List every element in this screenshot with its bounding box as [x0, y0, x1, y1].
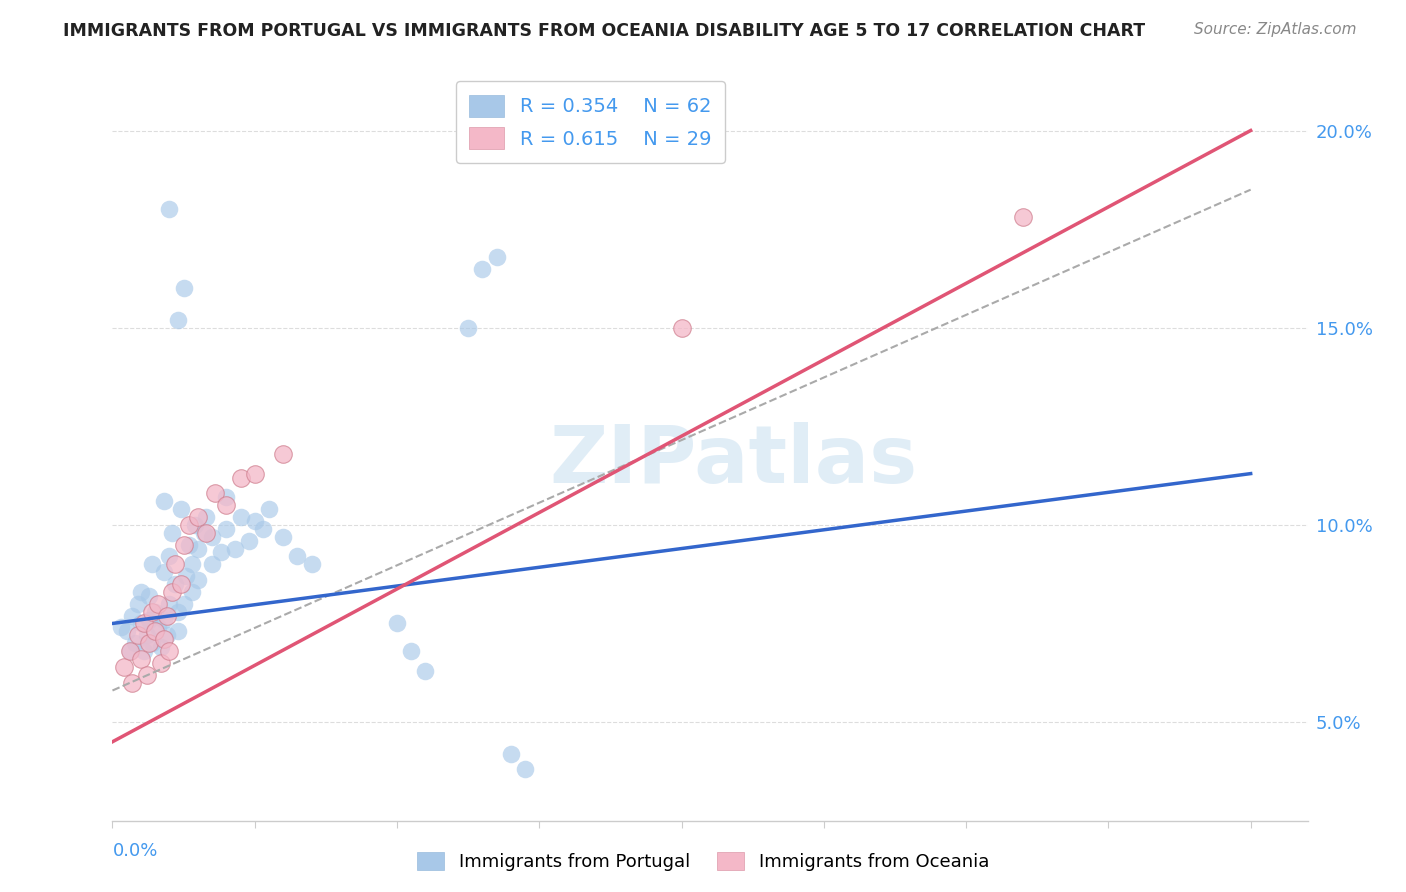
Point — [170, 577, 193, 591]
Point — [257, 502, 280, 516]
Point — [271, 447, 294, 461]
Point — [229, 510, 252, 524]
Point — [135, 667, 157, 681]
Point — [162, 585, 183, 599]
Point — [671, 320, 693, 334]
Point — [215, 490, 238, 504]
Legend: R = 0.354    N = 62, R = 0.615    N = 29: R = 0.354 N = 62, R = 0.615 N = 29 — [456, 81, 725, 163]
Point — [513, 763, 536, 777]
Point — [201, 558, 224, 572]
Point — [457, 320, 479, 334]
Point — [110, 620, 132, 634]
Point — [165, 558, 187, 572]
Point — [1012, 211, 1035, 225]
Point — [193, 525, 215, 540]
Point — [135, 628, 157, 642]
Point — [173, 281, 195, 295]
Point — [181, 558, 204, 572]
Point — [243, 467, 266, 481]
Point — [173, 597, 195, 611]
Point — [167, 605, 190, 619]
Point — [149, 640, 172, 654]
Point — [152, 494, 174, 508]
Point — [224, 541, 246, 556]
Point — [167, 313, 190, 327]
Point — [195, 525, 218, 540]
Text: 0.0%: 0.0% — [112, 842, 157, 860]
Point — [170, 502, 193, 516]
Point — [152, 632, 174, 647]
Point — [181, 585, 204, 599]
Point — [143, 624, 166, 639]
Point — [179, 538, 201, 552]
Point — [146, 597, 169, 611]
Point — [129, 652, 152, 666]
Point — [238, 533, 260, 548]
Point — [157, 597, 180, 611]
Point — [115, 624, 138, 639]
Text: IMMIGRANTS FROM PORTUGAL VS IMMIGRANTS FROM OCEANIA DISABILITY AGE 5 TO 17 CORRE: IMMIGRANTS FROM PORTUGAL VS IMMIGRANTS F… — [63, 22, 1146, 40]
Point — [149, 656, 172, 670]
Point — [215, 498, 238, 512]
Point — [195, 510, 218, 524]
Point — [157, 549, 180, 564]
Point — [143, 605, 166, 619]
Point — [146, 620, 169, 634]
Point — [112, 660, 135, 674]
Point — [127, 597, 149, 611]
Point — [252, 522, 274, 536]
Point — [129, 616, 152, 631]
Text: Source: ZipAtlas.com: Source: ZipAtlas.com — [1194, 22, 1357, 37]
Point — [129, 585, 152, 599]
Legend: Immigrants from Portugal, Immigrants from Oceania: Immigrants from Portugal, Immigrants fro… — [411, 845, 995, 879]
Point — [124, 636, 146, 650]
Point — [385, 616, 408, 631]
Point — [187, 510, 209, 524]
Point — [132, 616, 155, 631]
Point — [162, 525, 183, 540]
Point — [138, 589, 160, 603]
Point — [141, 605, 163, 619]
Point — [121, 675, 143, 690]
Point — [155, 608, 177, 623]
Point — [173, 538, 195, 552]
Point — [176, 569, 198, 583]
Point — [187, 541, 209, 556]
Point — [215, 522, 238, 536]
Point — [138, 613, 160, 627]
Point — [127, 628, 149, 642]
Point — [157, 644, 180, 658]
Point — [499, 747, 522, 761]
Point — [165, 577, 187, 591]
Point — [141, 558, 163, 572]
Point — [179, 517, 201, 532]
Point — [118, 644, 141, 658]
Point — [152, 613, 174, 627]
Point — [229, 470, 252, 484]
Point — [132, 644, 155, 658]
Text: ZIPatlas: ZIPatlas — [550, 422, 918, 500]
Point — [187, 573, 209, 587]
Point — [415, 664, 437, 678]
Point — [184, 517, 207, 532]
Point — [118, 644, 141, 658]
Point — [138, 636, 160, 650]
Point — [152, 565, 174, 579]
Point — [141, 636, 163, 650]
Point — [301, 558, 323, 572]
Point — [201, 530, 224, 544]
Point — [485, 250, 508, 264]
Point — [271, 530, 294, 544]
Point — [121, 608, 143, 623]
Point — [287, 549, 309, 564]
Point — [204, 486, 226, 500]
Point — [209, 545, 232, 559]
Point — [243, 514, 266, 528]
Point — [155, 628, 177, 642]
Point — [471, 261, 494, 276]
Point — [157, 202, 180, 217]
Point — [401, 644, 423, 658]
Point — [167, 624, 190, 639]
